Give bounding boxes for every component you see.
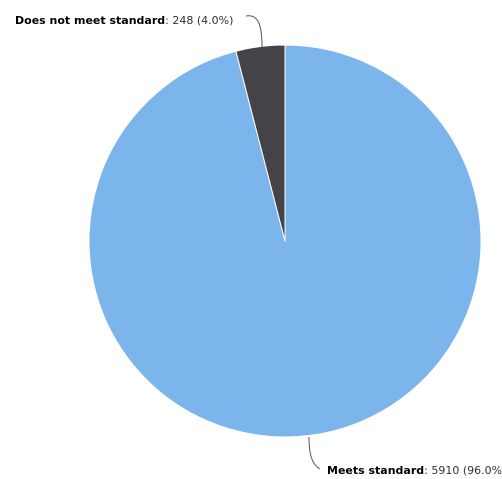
pie-slices [88,44,482,438]
pie-slice-does-not-meet-standard[interactable] [235,44,286,242]
label-not-meet-standard: Does not meet standard: 248 (4.0%) [15,14,233,27]
connector-meets-standard [308,436,321,470]
connector-not-meet-standard [245,15,263,48]
label-meets-standard: Meets standard: 5910 (96.0%) [327,464,502,477]
